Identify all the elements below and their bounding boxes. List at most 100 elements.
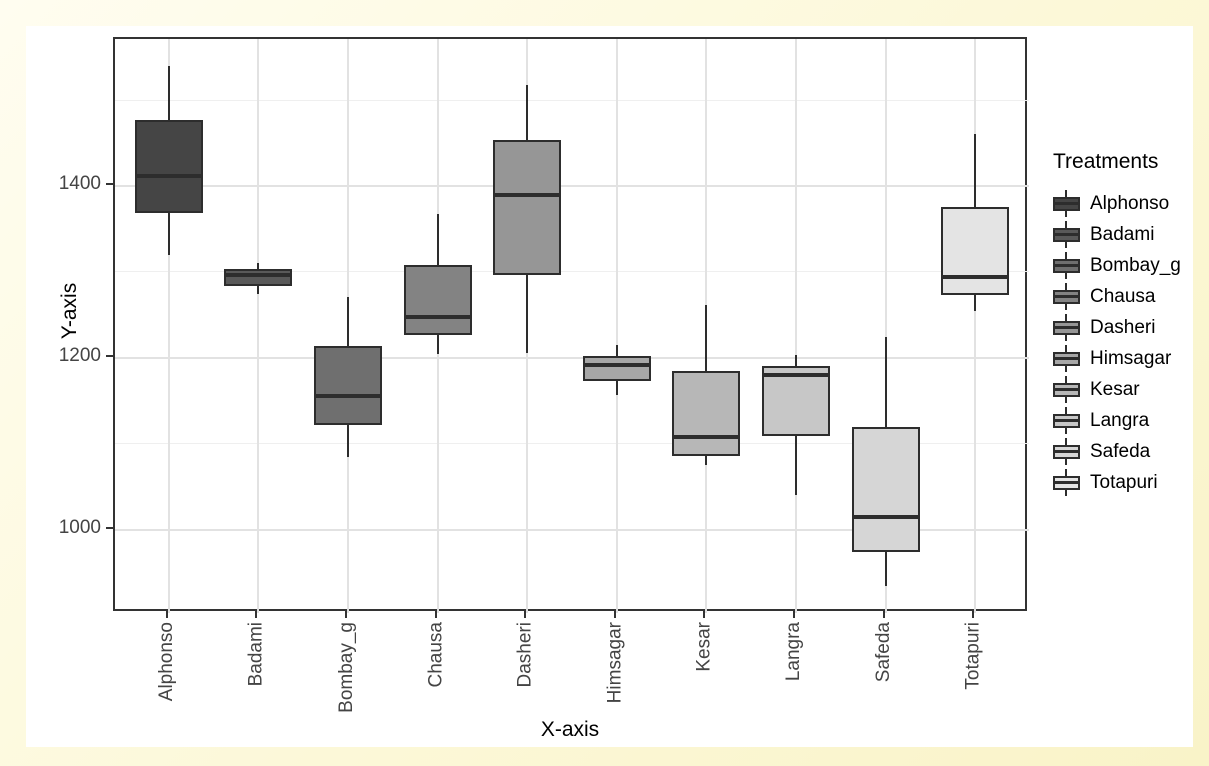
legend-key-median: [1055, 233, 1078, 236]
boxplot-key-icon: [1053, 374, 1080, 405]
x-tick-mark: [613, 611, 616, 618]
legend-title: Treatments: [1053, 150, 1159, 173]
boxplot-box: [493, 140, 562, 276]
x-tick-label: Bombay_g: [335, 622, 357, 713]
legend-key-median: [1055, 295, 1078, 298]
boxplot-median: [405, 315, 470, 320]
legend-label: Langra: [1090, 409, 1150, 431]
legend-item: Safeda: [1053, 436, 1203, 467]
boxplot-key-icon: [1053, 405, 1080, 436]
legend-key-median: [1055, 450, 1078, 453]
legend-label: Kesar: [1090, 378, 1140, 400]
legend-item: Totapuri: [1053, 467, 1203, 498]
legend-label: Dasheri: [1090, 316, 1156, 338]
y-tick-label: 1000: [58, 516, 101, 538]
x-tick-label: Totapuri: [962, 622, 984, 690]
legend-key-median: [1055, 419, 1078, 422]
category-gridline: [615, 39, 618, 613]
gridline-major: [115, 184, 1029, 187]
boxplot-median: [853, 514, 918, 519]
boxplot-key-icon: [1053, 343, 1080, 374]
category-gridline: [795, 39, 798, 613]
boxplot-key-icon: [1053, 467, 1080, 498]
legend-label: Bombay_g: [1090, 254, 1181, 276]
y-tick-label: 1200: [58, 344, 101, 366]
legend-label: Himsagar: [1090, 347, 1172, 369]
boxplot-box: [403, 264, 472, 336]
legend-label: Totapuri: [1090, 471, 1158, 493]
x-tick-mark: [972, 611, 975, 618]
category-gridline: [167, 39, 170, 613]
x-tick-label: Badami: [245, 622, 267, 687]
legend-key-median: [1055, 326, 1078, 329]
legend-key-median: [1055, 264, 1078, 267]
x-tick-mark: [882, 611, 885, 618]
x-tick-mark: [524, 611, 527, 618]
boxplot-box: [313, 345, 382, 425]
boxplot-median: [495, 192, 560, 197]
legend-item: Dasheri: [1053, 312, 1203, 343]
gridline-minor: [115, 443, 1029, 445]
boxplot-box: [224, 269, 293, 287]
boxplot-box: [582, 356, 651, 381]
legend-items: Alphonso Badami Bombay_g Chausa Dasheri Himsa…: [1053, 188, 1203, 498]
plot-panel: [113, 37, 1029, 613]
x-tick-label: Chausa: [425, 622, 447, 688]
boxplot-median: [943, 275, 1008, 280]
x-tick-mark: [703, 611, 706, 618]
y-axis-title: Y-axis: [58, 282, 81, 340]
legend-item: Alphonso: [1053, 188, 1203, 219]
legend-label: Badami: [1090, 223, 1155, 245]
legend-key-median: [1055, 357, 1078, 360]
x-tick-mark: [165, 611, 168, 618]
boxplot-box: [941, 206, 1010, 296]
x-axis-title: X-axis: [540, 718, 600, 741]
boxplot-median: [315, 394, 380, 399]
x-tick-label: Himsagar: [604, 622, 626, 704]
boxplot-median: [764, 372, 829, 377]
gridline-major: [115, 356, 1029, 359]
gridline-minor: [115, 271, 1029, 273]
x-tick-mark: [434, 611, 437, 618]
boxplot-median: [136, 173, 201, 178]
gridline-major: [115, 528, 1029, 531]
boxplot-key-icon: [1053, 219, 1080, 250]
legend: Treatments Alphonso Badami Bombay_g Chausa D…: [1053, 150, 1203, 498]
y-tick-label: 1400: [58, 172, 101, 194]
legend-item: Chausa: [1053, 281, 1203, 312]
boxplot-key-icon: [1053, 436, 1080, 467]
boxplot-box: [672, 370, 741, 456]
legend-item: Langra: [1053, 405, 1203, 436]
category-gridline: [884, 39, 887, 613]
x-tick-mark: [793, 611, 796, 618]
legend-item: Himsagar: [1053, 343, 1203, 374]
x-tick-label: Safeda: [873, 622, 895, 683]
legend-label: Safeda: [1090, 440, 1151, 462]
x-tick-mark: [255, 611, 258, 618]
boxplot-median: [226, 273, 291, 278]
boxplot-median: [584, 362, 649, 367]
y-tick-mark: [106, 526, 113, 529]
legend-label: Chausa: [1090, 285, 1156, 307]
gridline-minor: [115, 99, 1029, 101]
boxplot-box: [762, 366, 831, 436]
x-tick-label: Langra: [783, 622, 805, 682]
legend-key-median: [1055, 388, 1078, 391]
category-gridline: [257, 39, 260, 613]
legend-item: Bombay_g: [1053, 250, 1203, 281]
boxplot-key-icon: [1053, 250, 1080, 281]
y-tick-mark: [106, 354, 113, 357]
legend-item: Kesar: [1053, 374, 1203, 405]
legend-label: Alphonso: [1090, 192, 1170, 214]
boxplot-box: [134, 119, 203, 214]
boxplot-key-icon: [1053, 188, 1080, 219]
x-tick-mark: [344, 611, 347, 618]
boxplot-median: [674, 434, 739, 439]
legend-item: Badami: [1053, 219, 1203, 250]
x-tick-label: Dasheri: [514, 622, 536, 688]
boxplot-key-icon: [1053, 281, 1080, 312]
y-tick-mark: [106, 182, 113, 185]
x-tick-label: Kesar: [693, 622, 715, 672]
category-gridline: [974, 39, 977, 613]
boxplot-box: [851, 426, 920, 552]
